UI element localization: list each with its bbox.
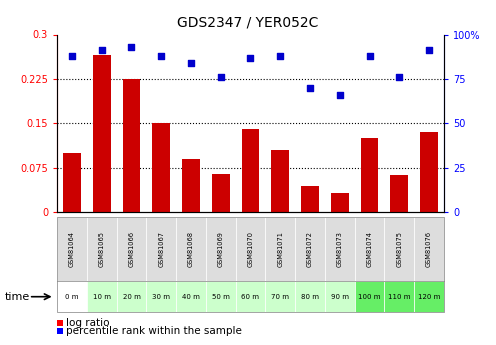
Bar (152, 124, 170, 212)
Point (276, 53, 284, 59)
Point (98, 48, 106, 53)
Point (187, 60, 195, 66)
Text: GSM81072: GSM81072 (307, 231, 313, 267)
Point (127, 44, 135, 50)
Bar (182, 159, 200, 212)
Bar (123, 79, 140, 212)
Bar (93, 55, 111, 212)
Point (395, 75, 403, 80)
Text: GSM81074: GSM81074 (367, 231, 372, 267)
Bar (212, 174, 230, 212)
Text: 70 m: 70 m (271, 294, 289, 300)
Text: 50 m: 50 m (212, 294, 230, 300)
Point (68, 53, 76, 59)
Point (425, 48, 433, 53)
Point (336, 92, 344, 98)
Text: 110 m: 110 m (388, 294, 411, 300)
Point (366, 53, 373, 59)
Point (217, 75, 225, 80)
Text: GSM81070: GSM81070 (248, 231, 253, 267)
Text: 40 m: 40 m (182, 294, 200, 300)
Text: GSM81076: GSM81076 (426, 231, 432, 267)
Text: GSM81075: GSM81075 (396, 231, 402, 267)
Bar (390, 175, 408, 212)
Text: 10 m: 10 m (93, 294, 111, 300)
Text: GSM81066: GSM81066 (128, 231, 134, 267)
Text: percentile rank within the sample: percentile rank within the sample (66, 326, 242, 335)
Text: 90 m: 90 m (331, 294, 349, 300)
Text: log ratio: log ratio (66, 318, 110, 327)
Point (247, 55, 254, 60)
Text: GSM81067: GSM81067 (158, 231, 164, 267)
Text: 20 m: 20 m (123, 294, 140, 300)
Point (157, 53, 165, 59)
Point (306, 85, 314, 91)
Text: 80 m: 80 m (301, 294, 319, 300)
Bar (271, 150, 289, 212)
Text: 120 m: 120 m (418, 294, 440, 300)
Text: time: time (5, 292, 30, 302)
Text: GSM81065: GSM81065 (99, 231, 105, 267)
Bar (361, 138, 378, 212)
Text: GSM81073: GSM81073 (337, 231, 343, 267)
Text: 60 m: 60 m (242, 294, 259, 300)
Text: 30 m: 30 m (152, 294, 170, 300)
Text: GSM81064: GSM81064 (69, 231, 75, 267)
Text: 0 m: 0 m (65, 294, 79, 300)
Text: GSM81069: GSM81069 (218, 231, 224, 267)
Text: GSM81068: GSM81068 (188, 231, 194, 267)
Text: 100 m: 100 m (358, 294, 381, 300)
Bar (420, 132, 438, 212)
Bar (63, 153, 81, 212)
Text: GSM81071: GSM81071 (277, 231, 283, 267)
Text: GDS2347 / YER052C: GDS2347 / YER052C (177, 16, 319, 30)
Bar (331, 193, 349, 212)
Bar (301, 186, 319, 212)
Bar (242, 129, 259, 212)
